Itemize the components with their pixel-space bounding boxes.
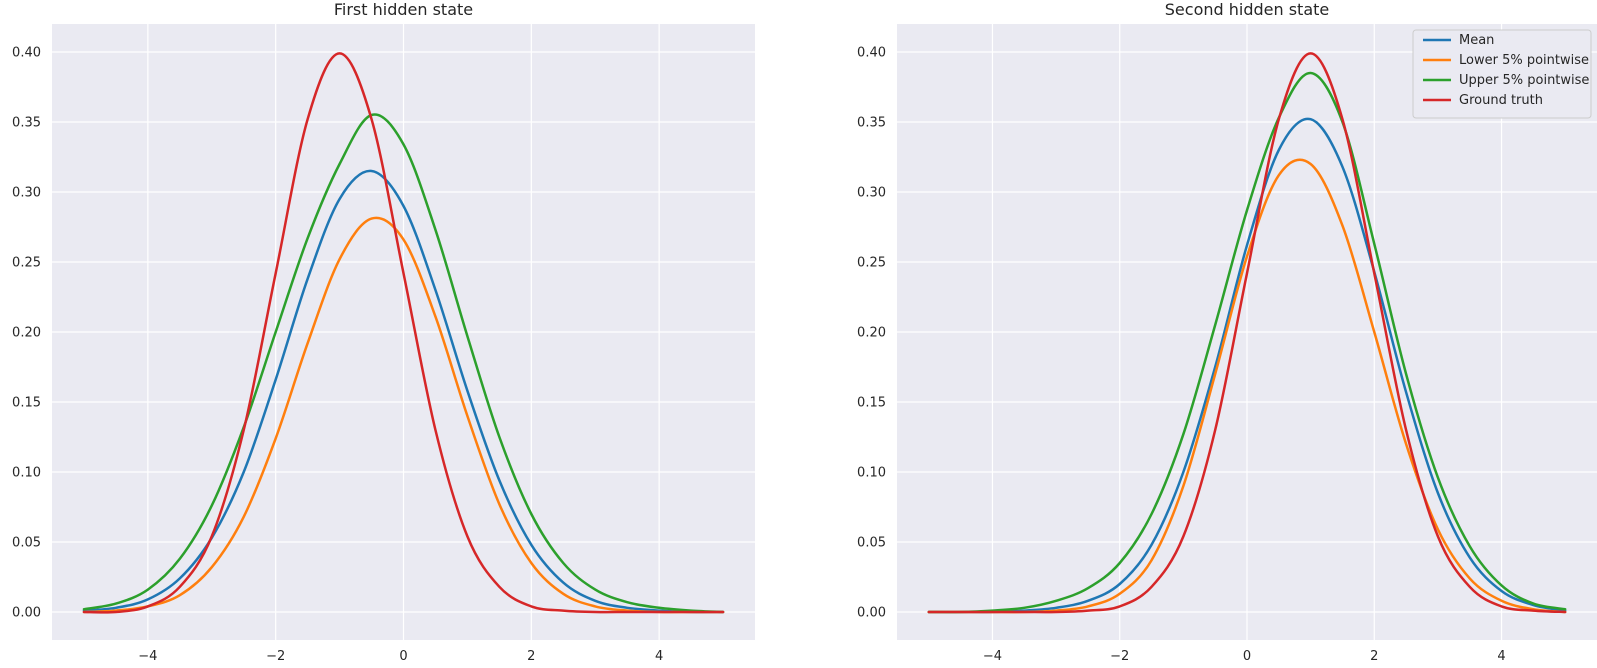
y-tick-label: 0.25 — [12, 256, 41, 271]
y-tick-label: 0.05 — [857, 536, 886, 551]
y-tick-label: 0.35 — [857, 116, 886, 131]
series-line-upper-5-pointwise — [927, 71, 1567, 614]
legend: Mean Lower 5% pointwise Upper 5% pointwise… — [1412, 29, 1592, 119]
x-tick-label: 4 — [655, 649, 663, 664]
y-tick-label: 0.35 — [12, 116, 41, 131]
x-tick-label: −4 — [983, 649, 1002, 664]
legend-label: Lower 5% pointwise — [1459, 53, 1589, 68]
x-tick-label: 2 — [527, 649, 535, 664]
y-tick-label: 0.10 — [12, 466, 41, 481]
y-tick-label: 0.20 — [12, 326, 41, 341]
x-tick-label: −2 — [1110, 649, 1129, 664]
series-line-mean — [82, 169, 725, 614]
x-tick-label: 4 — [1497, 649, 1505, 664]
legend-label: Ground truth — [1459, 93, 1543, 108]
x-tick-label: 0 — [399, 649, 407, 664]
x-tick-label: −2 — [266, 649, 285, 664]
series-line-ground-truth — [927, 52, 1567, 614]
y-tick-label: 0.25 — [857, 256, 886, 271]
y-tick-label: 0.15 — [12, 396, 41, 411]
y-tick-label: 0.30 — [12, 186, 41, 201]
y-tick-label: 0.00 — [857, 606, 886, 621]
series-line-upper-5-pointwise — [82, 113, 725, 614]
series-line-mean — [927, 117, 1567, 614]
y-tick-label: 0.40 — [857, 46, 886, 61]
y-tick-label: 0.30 — [857, 186, 886, 201]
series-line-ground-truth — [82, 52, 725, 614]
y-tick-label: 0.40 — [12, 46, 41, 61]
legend-label: Upper 5% pointwise — [1459, 73, 1589, 88]
y-tick-label: 0.20 — [857, 326, 886, 341]
chart-title: Second hidden state — [1165, 0, 1329, 19]
panel-second-hidden-state: −4 −2 0 2 4 0.00 0.05 0.10 0.15 0.20 0.25 0.30 0.35 0… — [857, 0, 1597, 664]
x-tick-label: −4 — [138, 649, 157, 664]
y-tick-label: 0.05 — [12, 536, 41, 551]
chart-title: First hidden state — [334, 0, 473, 19]
x-tick-label: 2 — [1370, 649, 1378, 664]
y-tick-label: 0.15 — [857, 396, 886, 411]
legend-box — [1412, 29, 1592, 119]
panel-first-hidden-state: −4 −2 0 2 4 0.00 0.05 0.10 0.15 0.20 0.25 0.30 0.35 0… — [12, 0, 755, 664]
x-tick-label: 0 — [1243, 649, 1251, 664]
series-line-lower-5-pointwise — [82, 216, 725, 614]
y-tick-label: 0.10 — [857, 466, 886, 481]
y-tick-label: 0.00 — [12, 606, 41, 621]
legend-label: Mean — [1459, 33, 1494, 48]
